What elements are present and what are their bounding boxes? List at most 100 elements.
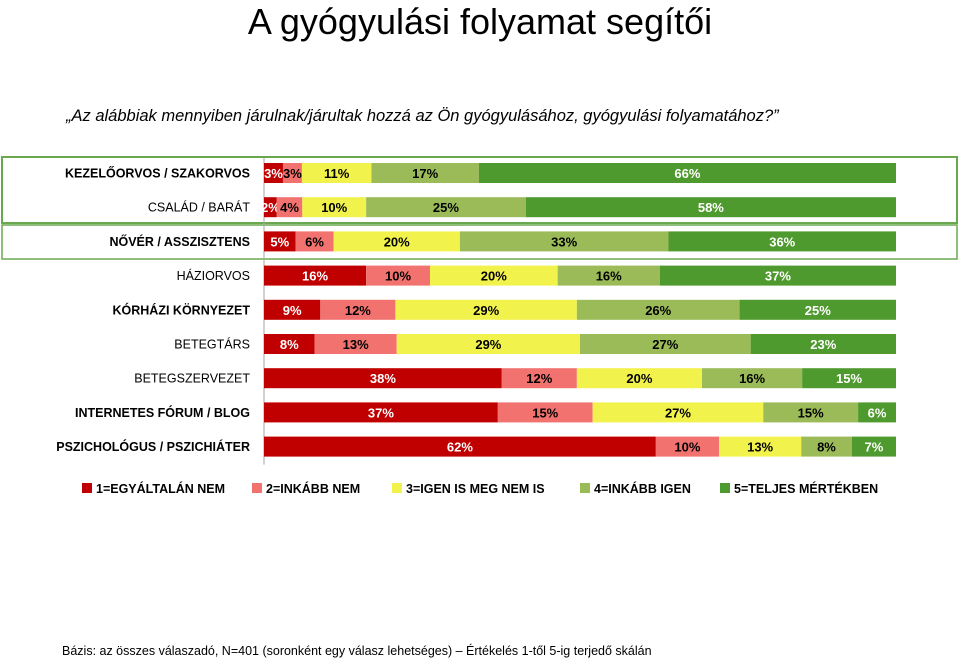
bar-segment-3-korhazi-kornyezet [395,299,577,320]
bar-segment-2-kezeloorvos-szakorvos [282,163,302,183]
highlight-box-nurse [1,224,958,260]
data-label-1-pszichologus-pszichiater: 62% [447,440,473,455]
category-label-pszichologus-pszichiater: PSZICHOLÓGUS / PSZICHIÁTER [56,439,250,454]
legend-swatch-3 [392,483,402,493]
bar-segment-5-korhazi-kornyezet [739,299,896,320]
legend-swatch-5 [720,483,730,493]
data-label-2-betegtars: 13% [343,337,369,352]
data-label-4-csalad-barat: 25% [433,200,459,215]
data-label-4-nover-asszisztens: 33% [551,234,577,249]
data-label-1-csalad-barat: 2% [261,200,280,215]
data-label-3-kezeloorvos-szakorvos: 11% [324,166,350,181]
data-label-5-csalad-barat: 58% [698,200,724,215]
data-label-1-internetes-forum-blog: 37% [368,405,394,420]
bar-segment-5-betegtars [750,334,896,354]
bar-segment-4-pszichologus-pszichiater [801,436,852,457]
bar-segment-1-kezeloorvos-szakorvos [264,163,283,183]
bar-segment-2-pszichologus-pszichiater [655,436,720,457]
data-label-5-kezeloorvos-szakorvos: 66% [674,166,700,181]
category-label-internetes-forum-blog: INTERNETES FÓRUM / BLOG [75,405,250,420]
data-label-4-korhazi-kornyezet: 26% [645,303,671,318]
data-label-1-haziorvos: 16% [302,269,328,284]
data-label-3-korhazi-kornyezet: 29% [473,303,499,318]
data-label-2-pszichologus-pszichiater: 10% [674,440,700,455]
data-label-2-kezeloorvos-szakorvos: 3% [283,166,302,181]
bar-segment-4-kezeloorvos-szakorvos [371,163,479,183]
data-label-2-internetes-forum-blog: 15% [532,405,558,420]
data-label-5-betegszervezet: 15% [836,371,862,386]
bar-segment-4-korhazi-kornyezet [576,299,740,320]
bar-segment-1-haziorvos [264,265,367,286]
bar-segment-4-haziorvos [557,265,660,286]
data-label-4-kezeloorvos-szakorvos: 17% [412,166,438,181]
bar-segment-2-haziorvos [366,265,430,286]
chart-title: A gyógyulási folyamat segítői [247,1,713,42]
data-label-3-haziorvos: 20% [481,269,507,284]
data-label-5-haziorvos: 37% [765,269,791,284]
bar-segment-3-haziorvos [429,265,558,286]
data-label-4-betegtars: 27% [652,337,678,352]
data-label-5-pszichologus-pszichiater: 7% [864,440,883,455]
highlight-box-top [1,156,958,224]
bar-segment-2-betegszervezet [501,368,577,389]
category-label-betegtars: BETEGTÁRS [174,337,250,352]
stacked-bar-chart: KEZELŐORVOS / SZAKORVOS 3% 3% 11% 17% 66% CSAL… [1,156,958,496]
bar-segment-5-csalad-barat [525,197,896,218]
bar-segment-2-betegtars [314,334,397,354]
legend-label-4: 4=INKÁBB IGEN [594,481,691,496]
data-label-3-csalad-barat: 10% [321,200,347,215]
bar-segment-3-pszichologus-pszichiater [719,436,802,457]
data-label-3-nover-asszisztens: 20% [384,234,410,249]
data-label-3-pszichologus-pszichiater: 13% [747,440,773,455]
legend-swatch-4 [580,483,590,493]
bar-segment-1-internetes-forum-blog [264,402,498,423]
data-label-4-pszichologus-pszichiater: 8% [817,440,836,455]
category-label-haziorvos: HÁZIORVOS [177,268,250,283]
basis-note: Bázis: az összes válaszadó, N=401 (soron… [62,644,652,658]
bar-segment-3-nover-asszisztens [333,231,460,252]
bar-segment-5-nover-asszisztens [668,231,896,252]
data-label-1-betegszervezet: 38% [370,371,396,386]
bar-segment-3-internetes-forum-blog [592,402,764,423]
data-label-2-haziorvos: 10% [385,269,411,284]
bar-segment-5-betegszervezet [802,368,896,389]
bar-segment-3-betegtars [396,334,580,354]
data-label-2-betegszervezet: 12% [526,371,552,386]
bar-segment-5-pszichologus-pszichiater [851,436,896,457]
bar-segment-2-csalad-barat [276,197,303,218]
bar-segment-5-kezeloorvos-szakorvos [478,163,896,183]
bar-segment-3-kezeloorvos-szakorvos [301,163,372,183]
bar-segment-2-korhazi-kornyezet [320,299,396,320]
bar-segment-1-korhazi-kornyezet [264,299,321,320]
data-label-1-korhazi-kornyezet: 9% [283,303,302,318]
bar-segment-4-betegszervezet [702,368,803,389]
data-label-3-betegtars: 29% [475,337,501,352]
bar-segment-1-betegszervezet [264,368,502,389]
data-label-5-internetes-forum-blog: 6% [868,405,887,420]
category-label-kezeloorvos-szakorvos: KEZELŐORVOS / SZAKORVOS [65,166,250,181]
bar-segment-3-betegszervezet [576,368,703,389]
bar-segment-1-betegtars [264,334,315,354]
bar-segment-5-haziorvos [659,265,896,286]
bar-segment-1-csalad-barat [264,197,277,218]
data-label-4-haziorvos: 16% [596,269,622,284]
category-label-nover-asszisztens: NŐVÉR / ASSZISZTENS [109,234,250,249]
data-label-2-korhazi-kornyezet: 12% [345,303,371,318]
survey-question: „Az alábbiak mennyiben járulnak/járultak… [66,107,779,125]
data-label-5-korhazi-kornyezet: 25% [805,303,831,318]
bar-segment-4-internetes-forum-blog [763,402,859,423]
bar-segment-5-internetes-forum-blog [858,402,896,423]
data-label-5-betegtars: 23% [810,337,836,352]
data-label-2-nover-asszisztens: 6% [305,234,324,249]
bar-segment-2-internetes-forum-blog [497,402,593,423]
category-label-korhazi-kornyezet: KÓRHÁZI KÖRNYEZET [113,302,251,317]
legend-label-2: 2=INKÁBB NEM [266,481,360,496]
data-label-3-betegszervezet: 20% [626,371,652,386]
bar-segment-3-csalad-barat [302,197,367,218]
bar-segment-4-betegtars [580,334,751,354]
category-label-csalad-barat: CSALÁD / BARÁT [148,200,250,215]
data-label-1-nover-asszisztens: 5% [270,234,289,249]
data-label-5-nover-asszisztens: 36% [769,234,795,249]
data-label-1-kezeloorvos-szakorvos: 3% [264,166,283,181]
legend-swatch-2 [252,483,262,493]
